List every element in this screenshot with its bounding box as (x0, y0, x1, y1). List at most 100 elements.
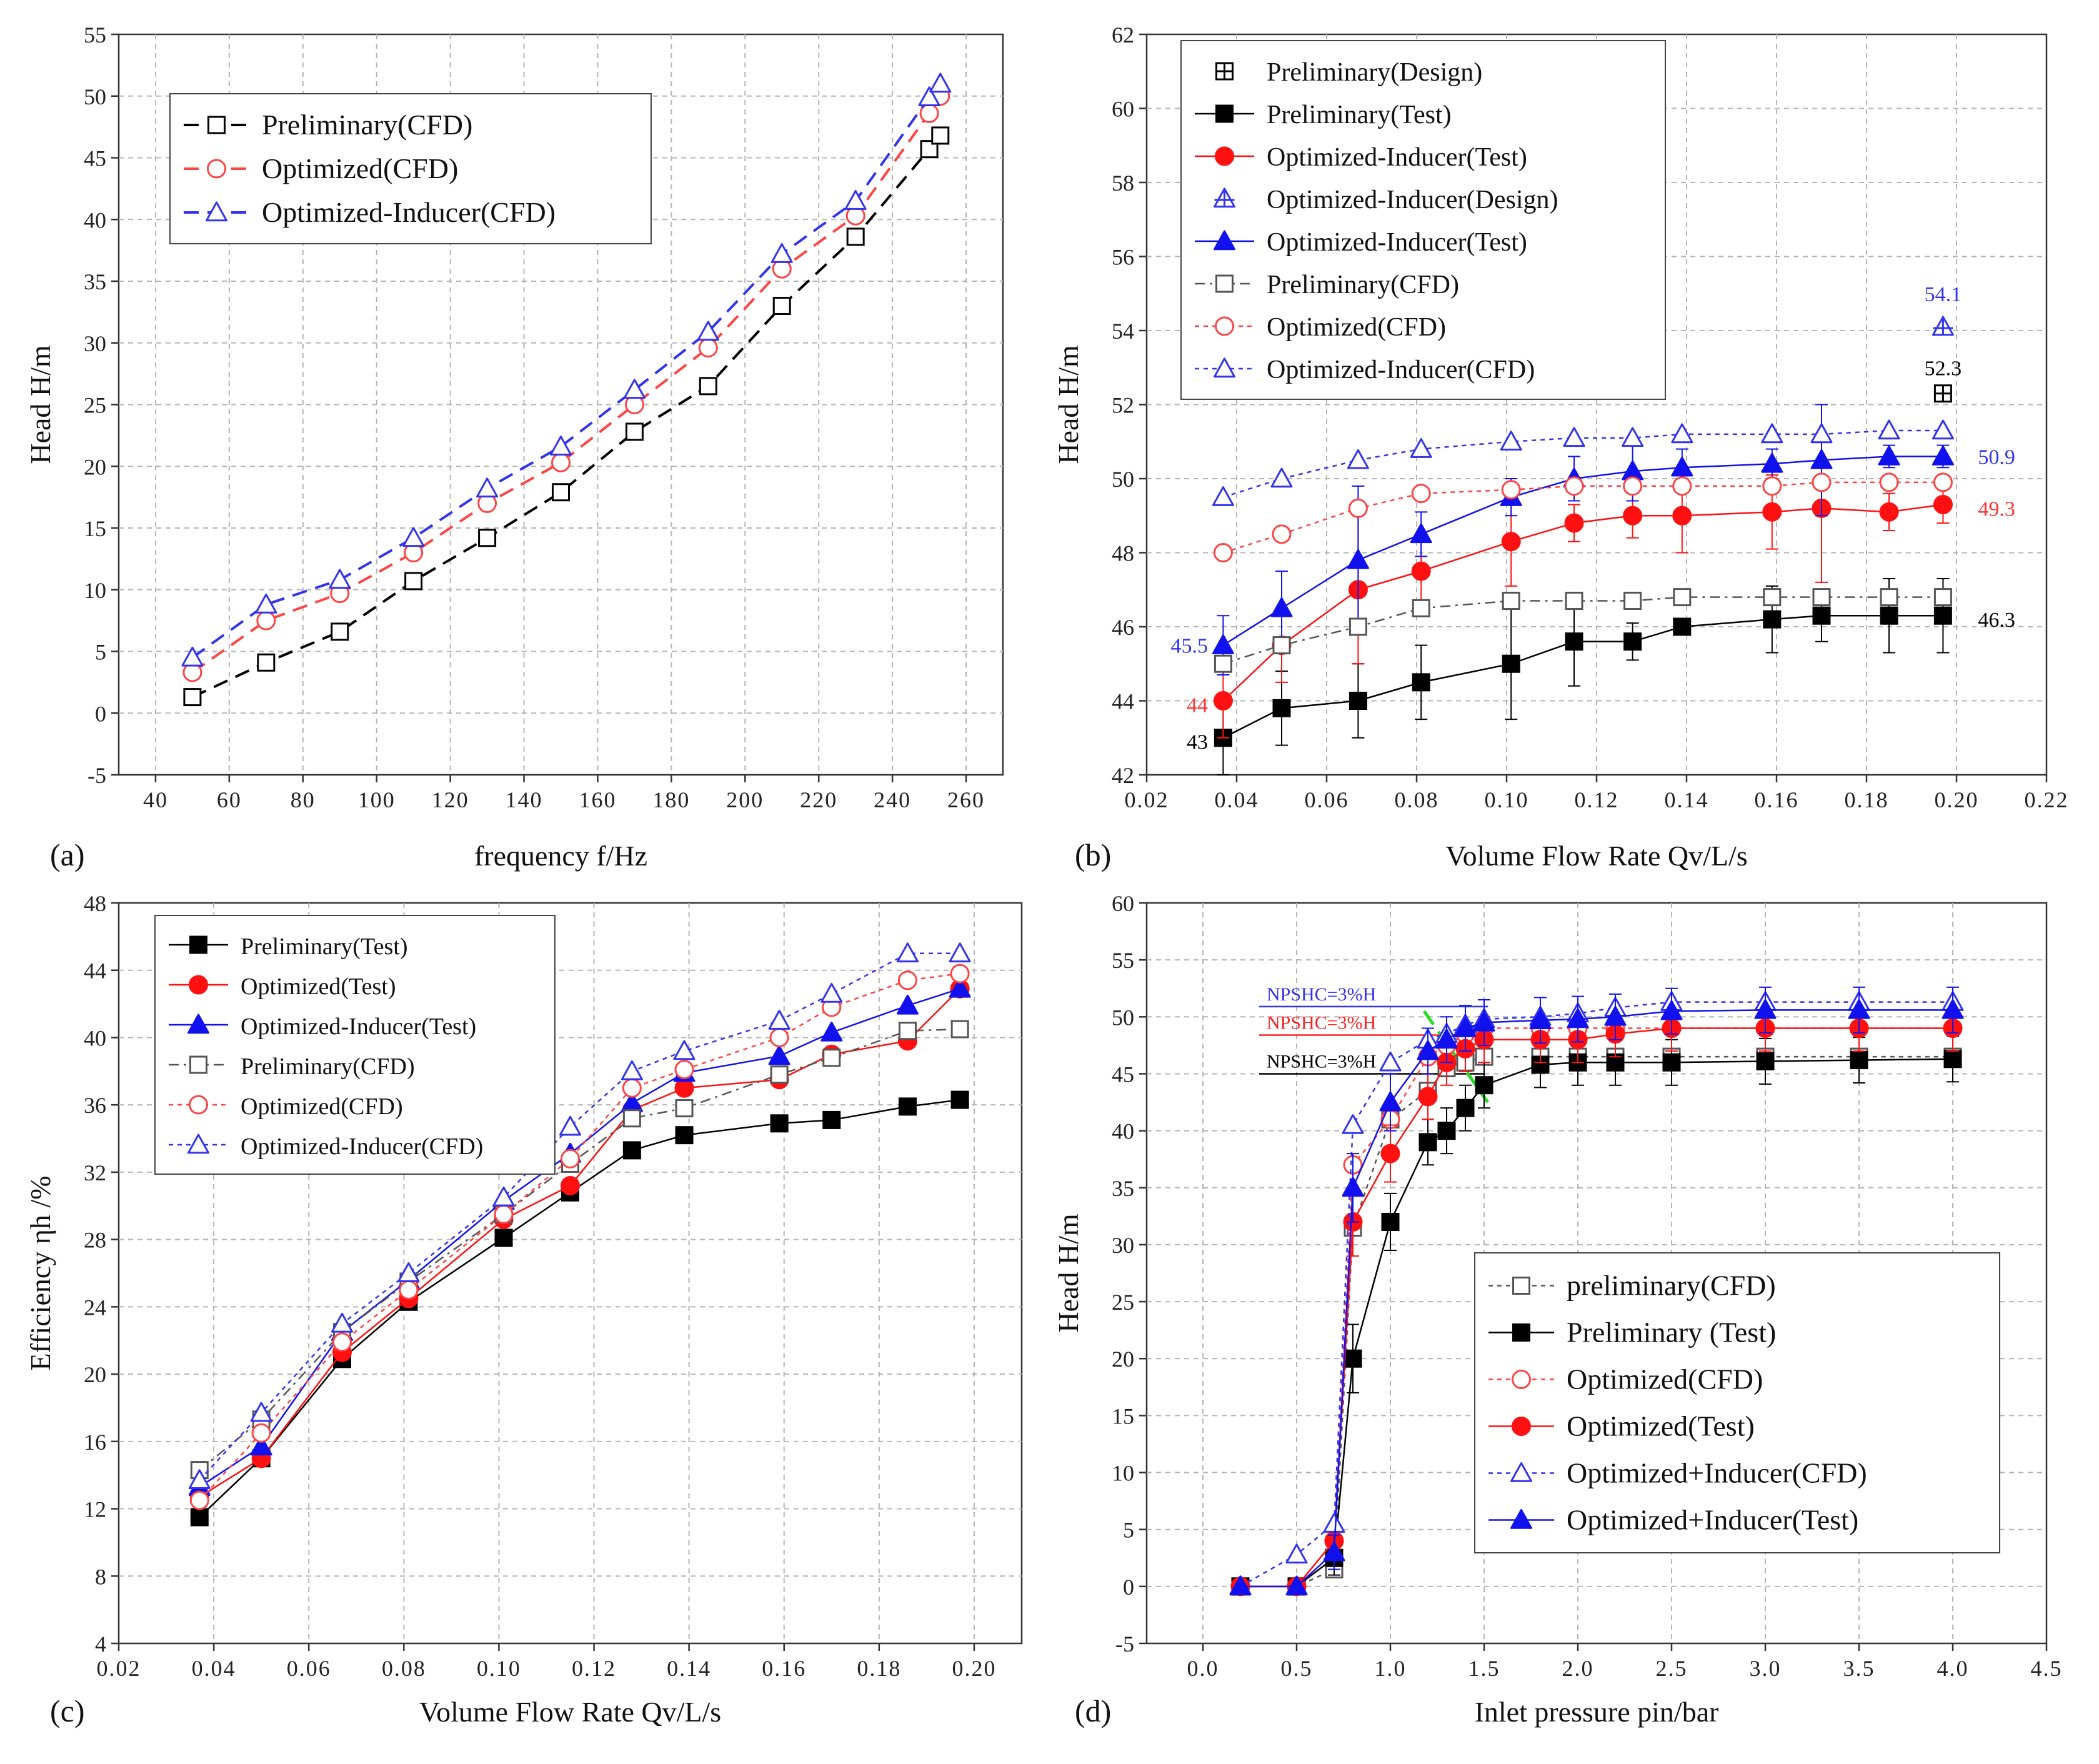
legend-marker (1512, 1370, 1531, 1389)
series-line (191, 95, 942, 674)
data-label: 54.1 (1925, 283, 1962, 306)
data-point (1660, 1000, 1683, 1020)
data-point (698, 338, 718, 358)
data-point (561, 1175, 580, 1195)
data-point (699, 377, 717, 396)
data-point (1379, 1051, 1402, 1072)
data-point (1342, 1114, 1364, 1134)
data-point (1410, 438, 1432, 458)
data-point (181, 646, 204, 667)
panel-label: (c) (50, 1693, 85, 1728)
y-tick-label: 50 (1112, 467, 1134, 492)
data-point (1272, 524, 1292, 544)
y-tick-label: -5 (87, 763, 106, 788)
data-point (550, 436, 572, 456)
data-point (1563, 427, 1585, 447)
data-point (929, 72, 952, 93)
data-point (1564, 513, 1584, 533)
data-point (476, 477, 499, 498)
data-point (332, 1332, 352, 1352)
data-point (1213, 691, 1233, 710)
y-tick-label: 15 (84, 516, 106, 541)
legend: Preliminary(CFD) Optimized(CFD) Optimized-… (169, 93, 652, 244)
data-point (1213, 543, 1233, 562)
data-point (1418, 1133, 1437, 1152)
data-point (1435, 1029, 1458, 1049)
data-point (1212, 634, 1234, 654)
legend-marker (189, 975, 208, 995)
data-point (844, 190, 867, 210)
data-point (1347, 449, 1369, 469)
data-point (770, 1065, 789, 1084)
data-point (250, 1435, 272, 1456)
x-tick-label: 3.0 (1750, 1656, 1782, 1681)
data-point (1411, 561, 1431, 581)
data-point (1412, 673, 1430, 692)
x-tick-label: 100 (358, 787, 396, 812)
series-line (199, 988, 961, 1498)
data-point (251, 1423, 271, 1443)
data-point (1411, 484, 1431, 504)
legend-box (1474, 1252, 2000, 1553)
data-point (1323, 1513, 1345, 1533)
x-tick-label: 0.18 (857, 1656, 901, 1681)
y-tick-label: 44 (84, 959, 106, 984)
data-point (1604, 1005, 1627, 1026)
data-point (1812, 588, 1831, 607)
y-tick-label: 20 (1112, 1347, 1134, 1372)
data-point (673, 1040, 696, 1060)
x-tick-label: 0.02 (1125, 787, 1169, 812)
series-line (199, 1028, 960, 1471)
data-point (1754, 999, 1777, 1019)
series-preliminary-cfd- (183, 126, 950, 707)
x-tick-label: 0.02 (97, 1656, 141, 1681)
data-label: 52.3 (1925, 357, 1962, 380)
data-point (674, 1078, 694, 1098)
series-line (191, 82, 942, 659)
legend-entry: Optimized(CFD) (1567, 1363, 1763, 1395)
legend-marker (1510, 1462, 1532, 1482)
series-preliminary-cfd- (1214, 588, 1952, 673)
data-point (896, 994, 919, 1015)
y-tick-label: 0 (1123, 1575, 1134, 1600)
data-point (1879, 502, 1899, 522)
x-tick-label: 0.04 (1215, 787, 1259, 812)
data-point (768, 1045, 790, 1065)
data-point (1342, 1177, 1364, 1197)
panel-c: 0.02 0.04 0.06 0.08 0.10 0.12 0.14 0.16 0.18 0.20… (24, 891, 1023, 1728)
data-point (331, 622, 349, 641)
data-point (1529, 1009, 1552, 1030)
legend-box (154, 915, 556, 1175)
x-tick-label: 0.16 (762, 1656, 806, 1681)
data-point (1761, 423, 1783, 444)
data-point (1456, 1099, 1475, 1117)
data-point (1454, 1017, 1477, 1037)
data-point (1933, 472, 1953, 492)
series-line (1240, 1055, 1953, 1588)
data-point (1502, 592, 1520, 610)
y-tick-label: 52 (1112, 393, 1134, 418)
data-point (1380, 1144, 1400, 1164)
data-point (1473, 1011, 1495, 1032)
data-point (1810, 423, 1833, 444)
data-point (770, 1114, 789, 1133)
legend: Preliminary(Test) Optimized(Test) Optimize… (154, 915, 556, 1175)
x-tick-label: 0.08 (1395, 787, 1439, 812)
legend-marker (187, 1134, 209, 1154)
data-point (897, 970, 917, 990)
legend-entry: Optimized(Test) (241, 974, 396, 1000)
legend-marker (206, 201, 227, 222)
x-tick-label: 0.08 (382, 1656, 426, 1681)
data-point (250, 1402, 272, 1422)
data-point (697, 321, 719, 341)
x-tick-label: 0.06 (1305, 787, 1349, 812)
data-label: 43 (1187, 731, 1208, 754)
y-tick-label: 28 (84, 1228, 106, 1253)
panel-label: (a) (50, 837, 85, 872)
data-point (1933, 494, 1953, 514)
x-tick-label: 0.16 (1755, 787, 1799, 812)
data-label: 45.5 (1171, 635, 1209, 658)
series-line (1223, 481, 1943, 554)
data-point (402, 527, 425, 547)
legend-box (1180, 40, 1666, 400)
